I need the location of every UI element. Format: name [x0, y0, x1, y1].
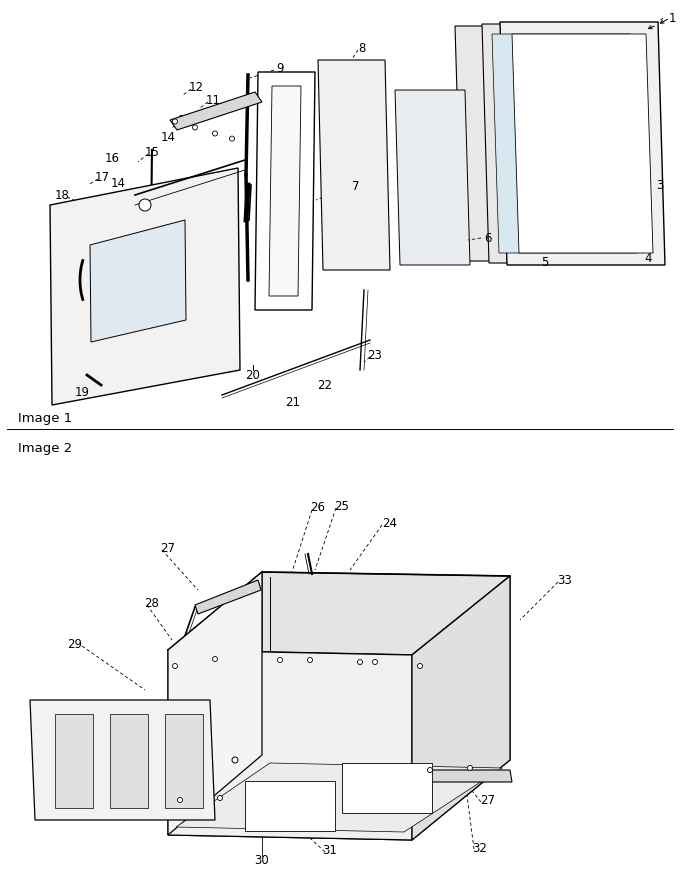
Circle shape [212, 131, 218, 136]
Polygon shape [482, 24, 647, 263]
Circle shape [230, 136, 235, 141]
Circle shape [218, 796, 222, 801]
Polygon shape [500, 22, 665, 265]
Polygon shape [50, 168, 240, 405]
Text: 26: 26 [311, 501, 326, 514]
Text: 18: 18 [54, 188, 69, 202]
Circle shape [173, 664, 177, 669]
Polygon shape [168, 650, 412, 840]
Polygon shape [30, 700, 215, 820]
Circle shape [358, 659, 362, 664]
Text: 27: 27 [160, 541, 175, 554]
Circle shape [192, 125, 197, 130]
Polygon shape [168, 572, 262, 835]
Polygon shape [165, 714, 203, 808]
Text: 22: 22 [318, 378, 333, 392]
Text: 30: 30 [254, 854, 269, 867]
Polygon shape [269, 86, 301, 296]
Polygon shape [195, 580, 261, 614]
Text: 25: 25 [335, 500, 350, 512]
Polygon shape [255, 72, 315, 310]
Text: 14: 14 [110, 177, 126, 189]
Circle shape [428, 767, 432, 773]
Polygon shape [455, 26, 620, 261]
Text: 9: 9 [276, 62, 284, 75]
Polygon shape [318, 60, 390, 270]
Text: 19: 19 [75, 385, 90, 399]
Polygon shape [170, 92, 262, 130]
Text: Image 2: Image 2 [18, 442, 72, 454]
Circle shape [212, 656, 218, 662]
Polygon shape [90, 220, 186, 342]
Text: 21: 21 [286, 395, 301, 408]
Circle shape [82, 370, 92, 380]
Polygon shape [168, 755, 510, 840]
Text: 27: 27 [481, 794, 496, 806]
Text: 28: 28 [145, 597, 159, 610]
Text: Image 1: Image 1 [18, 412, 72, 424]
Polygon shape [415, 770, 512, 782]
Text: 29: 29 [67, 637, 82, 650]
Text: 33: 33 [558, 574, 573, 586]
Circle shape [418, 664, 422, 669]
Text: 11: 11 [205, 93, 220, 106]
Circle shape [307, 657, 313, 663]
Circle shape [177, 797, 182, 803]
Text: 3: 3 [656, 179, 664, 192]
Text: 31: 31 [322, 844, 337, 856]
Text: 14: 14 [160, 130, 175, 143]
Circle shape [173, 119, 177, 124]
Circle shape [468, 766, 473, 771]
Polygon shape [395, 90, 470, 265]
Circle shape [373, 659, 377, 664]
Text: 5: 5 [541, 255, 549, 268]
Polygon shape [176, 763, 502, 832]
Text: 6: 6 [484, 231, 492, 245]
Polygon shape [492, 34, 637, 253]
Text: 17: 17 [95, 171, 109, 184]
Text: 8: 8 [358, 41, 366, 55]
Text: 2: 2 [594, 46, 602, 58]
Text: 24: 24 [382, 517, 398, 530]
Polygon shape [245, 781, 335, 831]
Polygon shape [412, 576, 510, 840]
Circle shape [277, 657, 282, 663]
Text: 16: 16 [105, 151, 120, 165]
Text: 12: 12 [188, 80, 203, 93]
Polygon shape [342, 763, 432, 813]
Text: 23: 23 [368, 348, 382, 362]
Text: 29: 29 [67, 783, 82, 796]
Polygon shape [55, 714, 93, 808]
Polygon shape [512, 34, 653, 253]
Text: 7: 7 [352, 180, 360, 193]
Text: 13: 13 [177, 114, 192, 127]
Polygon shape [262, 572, 510, 760]
Text: 4: 4 [644, 252, 651, 265]
Text: 1: 1 [668, 11, 676, 25]
Circle shape [232, 757, 238, 763]
Text: 20: 20 [245, 369, 260, 382]
Text: 32: 32 [473, 841, 488, 854]
Polygon shape [110, 714, 148, 808]
Circle shape [139, 199, 151, 211]
Text: 15: 15 [145, 145, 159, 158]
